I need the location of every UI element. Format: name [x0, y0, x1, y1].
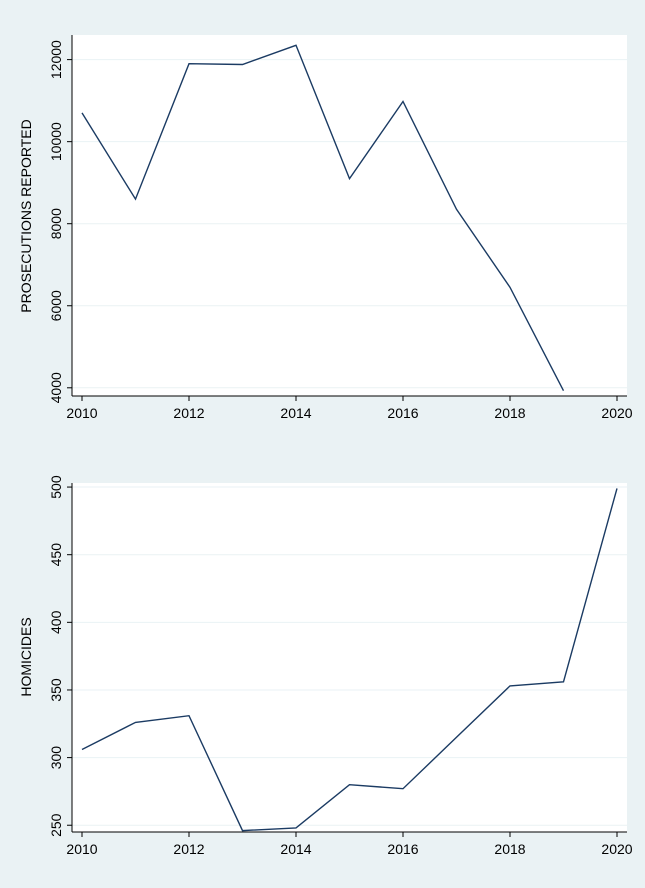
- series-line: [81, 488, 618, 832]
- y-tick-label: 6000: [48, 290, 64, 321]
- y-tick-label: 500: [48, 475, 64, 499]
- x-tick-label: 2016: [387, 405, 418, 421]
- y-tick-label: 350: [48, 678, 64, 702]
- plot-area: [72, 483, 627, 832]
- y-axis-title: HOMICIDES: [18, 617, 34, 696]
- x-tick-label: 2020: [601, 405, 632, 421]
- y-tick-label: 300: [48, 746, 64, 770]
- series-line: [81, 44, 565, 392]
- x-tick-label: 2016: [387, 841, 418, 857]
- plot-area: [72, 35, 627, 396]
- y-tick-label: 450: [48, 543, 64, 567]
- y-tick-label: 250: [48, 813, 64, 837]
- y-axis-title: PROSECUTIONS REPORTED: [18, 119, 34, 312]
- x-tick-label: 2020: [601, 841, 632, 857]
- y-tick-label: 12000: [48, 40, 64, 79]
- y-tick-label: 10000: [48, 122, 64, 161]
- x-tick-label: 2018: [494, 405, 525, 421]
- y-tick-label: 8000: [48, 208, 64, 239]
- x-tick-label: 2014: [280, 405, 311, 421]
- chart-1: 4000 6000 8000 10000 12000 2010 2012 2014 2016 20…: [18, 35, 633, 421]
- x-tick-label: 2014: [280, 841, 311, 857]
- x-tick-label: 2010: [66, 841, 97, 857]
- x-tick-label: 2018: [494, 841, 525, 857]
- x-tick-label: 2012: [173, 841, 204, 857]
- x-tick-label: 2010: [66, 405, 97, 421]
- chart-2: 250 300 350 400 450 500 2010 2012 2014 2016 2018 20…: [18, 475, 633, 857]
- x-tick-label: 2012: [173, 405, 204, 421]
- y-tick-label: 4000: [48, 372, 64, 403]
- y-tick-label: 400: [48, 610, 64, 634]
